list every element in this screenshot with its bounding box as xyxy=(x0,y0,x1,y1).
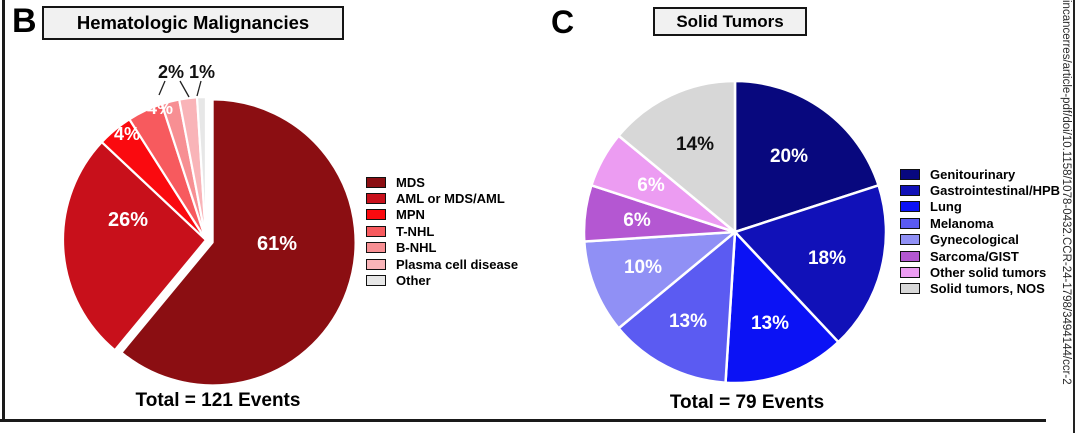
legend-item: AML or MDS/AML xyxy=(366,190,518,206)
legend-label: Other xyxy=(396,273,431,289)
slice-percent-label: 2% xyxy=(158,62,184,82)
legend-item: Gastrointestinal/HPB xyxy=(900,182,1060,198)
legend-label: Melanoma xyxy=(930,215,994,231)
panel-title-solid-tumors: Solid Tumors xyxy=(653,7,807,36)
label-leader-line xyxy=(158,80,166,96)
legend-item: Other solid tumors xyxy=(900,264,1060,280)
legend-item: MDS xyxy=(366,174,518,190)
pdf-watermark-text: incancerres/article-pdf/doi/10.1158/1078… xyxy=(1060,0,1072,385)
legend-swatch xyxy=(900,234,920,246)
legend-item: Genitourinary xyxy=(900,166,1060,182)
legend-swatch xyxy=(900,283,920,295)
slice-percent-label: 20% xyxy=(770,146,808,167)
legend-swatch xyxy=(900,185,920,197)
legend-swatch xyxy=(366,193,386,205)
pie-slice-C-1 xyxy=(733,184,888,344)
pie-slice-C-3 xyxy=(617,230,737,384)
legend-label: Gynecological xyxy=(930,232,1019,248)
slice-percent-label: 18% xyxy=(808,248,846,269)
slice-percent-label: 13% xyxy=(751,313,789,334)
legend-label: MPN xyxy=(396,207,425,223)
legend-item: Gynecological xyxy=(900,232,1060,248)
legend-label: Solid tumors, NOS xyxy=(930,281,1045,297)
legend-item: Other xyxy=(366,272,518,288)
pie-slice-C-4 xyxy=(583,230,737,330)
legend-item: Solid tumors, NOS xyxy=(900,281,1060,297)
pie-slice-C-2 xyxy=(724,230,840,385)
legend-swatch xyxy=(900,267,920,279)
legend-swatch xyxy=(900,201,920,213)
legend-swatch xyxy=(366,275,386,287)
slice-percent-label: 1% xyxy=(189,62,215,82)
total-label-hematologic: Total = 121 Events xyxy=(135,390,301,411)
legend-label: Sarcoma/GIST xyxy=(930,248,1019,264)
panel-title-hematologic: Hematologic Malignancies xyxy=(42,6,344,40)
legend-label: Gastrointestinal/HPB xyxy=(930,183,1061,199)
legend-hematologic: MDS AML or MDS/AML MPN T-NHL B-NHL Plasma cel… xyxy=(366,174,518,289)
legend-swatch xyxy=(366,258,386,270)
legend-item: Melanoma xyxy=(900,215,1060,231)
legend-item: MPN xyxy=(366,207,518,223)
slice-percent-label: 26% xyxy=(108,209,148,231)
legend-swatch xyxy=(366,176,386,188)
legend-label: AML or MDS/AML xyxy=(396,191,505,207)
legend-label: Genitourinary xyxy=(930,166,1016,182)
figure-border-left xyxy=(2,0,5,421)
legend-item: B-NHL xyxy=(366,240,518,256)
legend-swatch xyxy=(366,209,386,221)
pie-slice-B-1 xyxy=(61,141,208,352)
panel-letter-b: B xyxy=(12,2,37,40)
label-leader-line xyxy=(196,80,202,97)
slice-percent-label: 10% xyxy=(624,257,662,278)
figure-border-bottom xyxy=(0,419,1046,422)
legend-item: Sarcoma/GIST xyxy=(900,248,1060,264)
page-border-right xyxy=(1073,0,1075,433)
legend-swatch xyxy=(900,168,920,180)
legend-label: B-NHL xyxy=(396,240,437,256)
legend-swatch xyxy=(366,225,386,237)
slice-percent-label: 13% xyxy=(669,311,707,332)
legend-item: T-NHL xyxy=(366,223,518,239)
label-leader-line xyxy=(179,80,190,98)
legend-label: Other solid tumors xyxy=(930,265,1047,281)
total-label-solid-tumors: Total = 79 Events xyxy=(669,392,825,413)
panel-letter-c: C xyxy=(551,4,575,40)
legend-swatch xyxy=(900,217,920,229)
legend-item: Lung xyxy=(900,199,1060,215)
legend-swatch xyxy=(366,242,386,254)
legend-label: Plasma cell disease xyxy=(396,256,519,272)
legend-item: Plasma cell disease xyxy=(366,256,518,272)
legend-solid-tumors: Genitourinary Gastrointestinal/HPB Lung Mel… xyxy=(900,166,1060,297)
legend-label: Lung xyxy=(930,199,962,215)
legend-swatch xyxy=(900,250,920,262)
slice-percent-label: 61% xyxy=(257,233,297,255)
slice-percent-label: 4% xyxy=(147,98,173,118)
pie-slice-B-0 xyxy=(120,98,357,387)
slice-percent-label: 4% xyxy=(114,124,140,144)
legend-label: T-NHL xyxy=(396,223,435,239)
slice-percent-label: 14% xyxy=(676,134,714,155)
pie-slice-C-0 xyxy=(733,79,880,234)
pie-slice-C-7 xyxy=(617,79,737,234)
slice-percent-label: 6% xyxy=(623,210,651,231)
slice-percent-label: 6% xyxy=(637,175,665,196)
legend-label: MDS xyxy=(396,174,425,190)
pie-slice-B-6 xyxy=(195,95,208,242)
